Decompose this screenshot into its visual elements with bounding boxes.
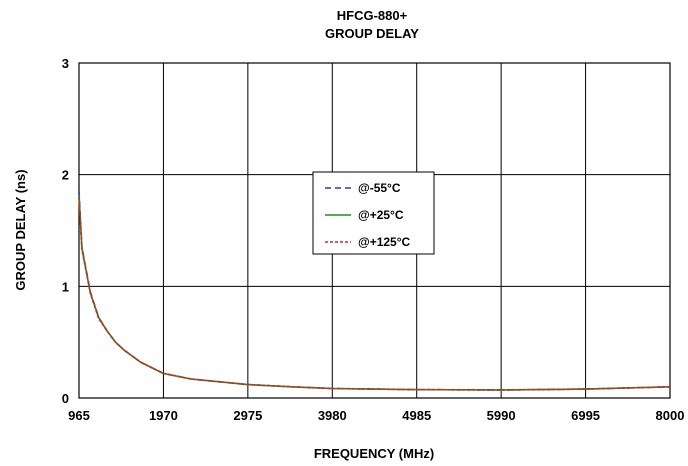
x-tick-label: 5990 [487,408,516,423]
y-tick-label: 3 [62,56,69,71]
legend-label: @+125°C [358,235,411,249]
chart-title: HFCG-880+ [337,8,408,23]
x-tick-label: 4985 [402,408,431,423]
y-tick-label: 1 [62,279,69,294]
legend-box [312,171,435,255]
chart-subtitle: GROUP DELAY [325,26,419,41]
x-tick-label: 2975 [233,408,262,423]
legend-label: @+25°C [358,208,404,222]
plot-area [78,62,671,399]
legend: @-55°C @+25°C @+125°C [312,171,435,255]
x-tick-label: 3980 [318,408,347,423]
x-axis-label: FREQUENCY (MHz) [314,446,434,461]
series-line [78,196,671,391]
x-tick-label: 6995 [571,408,600,423]
series-lines [78,191,671,391]
x-tick-label: 1970 [149,408,178,423]
y-axis-label: GROUP DELAY (ns) [13,169,28,290]
x-tick-label: 8000 [656,408,685,423]
x-tick-labels: 965 1970 2975 3980 4985 5990 6995 8000 [68,408,684,423]
x-tick-label: 965 [68,408,90,423]
y-tick-label: 0 [62,391,69,406]
y-tick-label: 2 [62,168,69,183]
y-tick-labels: 0 1 2 3 [62,56,69,406]
legend-label: @-55°C [358,181,401,195]
